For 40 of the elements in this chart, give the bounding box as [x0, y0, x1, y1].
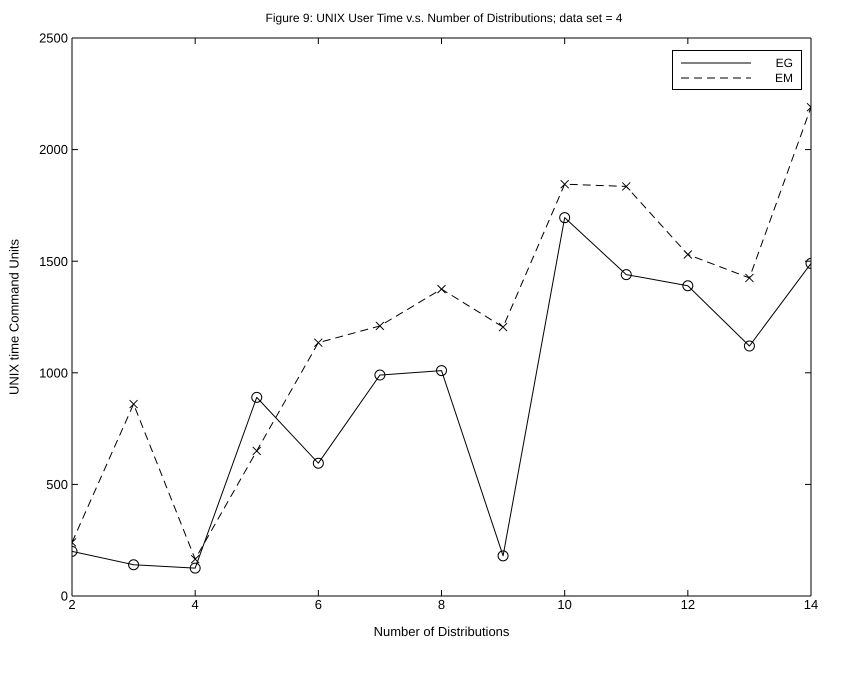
point — [314, 338, 323, 348]
point — [744, 273, 754, 282]
x-tick-label: 4 — [192, 597, 199, 612]
y-tick-label: 2000 — [39, 142, 68, 158]
point — [436, 365, 447, 376]
point — [683, 250, 692, 260]
y-tick-label: 500 — [46, 477, 68, 492]
y-tick-label: 2500 — [39, 30, 68, 46]
point — [374, 370, 386, 381]
point — [498, 550, 509, 562]
x-tick-label: 6 — [314, 597, 322, 612]
point — [190, 554, 200, 564]
x-tick-label: 14 — [804, 597, 818, 612]
x-tick-label: 10 — [557, 597, 572, 612]
point — [190, 562, 201, 574]
point — [622, 182, 631, 191]
point — [251, 392, 262, 403]
point — [129, 400, 138, 409]
x-axis-title: Number of Distributions — [374, 624, 510, 639]
point — [128, 559, 140, 570]
chart-title: Figure 9: UNIX User Time v.s. Number of Distributions; data set = 4 — [266, 11, 623, 25]
x-tick-label: 2 — [68, 597, 76, 612]
x-tick-label: 12 — [680, 597, 696, 612]
point — [252, 446, 262, 456]
point — [620, 269, 632, 280]
text: EG — [774, 56, 793, 70]
y-tick-label: 1000 — [39, 365, 68, 380]
x-tick-label: 8 — [438, 597, 446, 612]
y-tick-label: 0 — [60, 588, 68, 604]
point — [682, 280, 694, 292]
point — [437, 284, 446, 294]
series-label: EM — [774, 70, 793, 84]
y-axis-title: UNIX time Command Units — [6, 238, 22, 396]
point — [744, 340, 755, 352]
point — [498, 322, 508, 332]
point — [375, 321, 384, 330]
point — [559, 212, 570, 224]
point — [312, 458, 324, 469]
y-tick-label: 1500 — [39, 254, 68, 269]
point — [560, 180, 570, 189]
